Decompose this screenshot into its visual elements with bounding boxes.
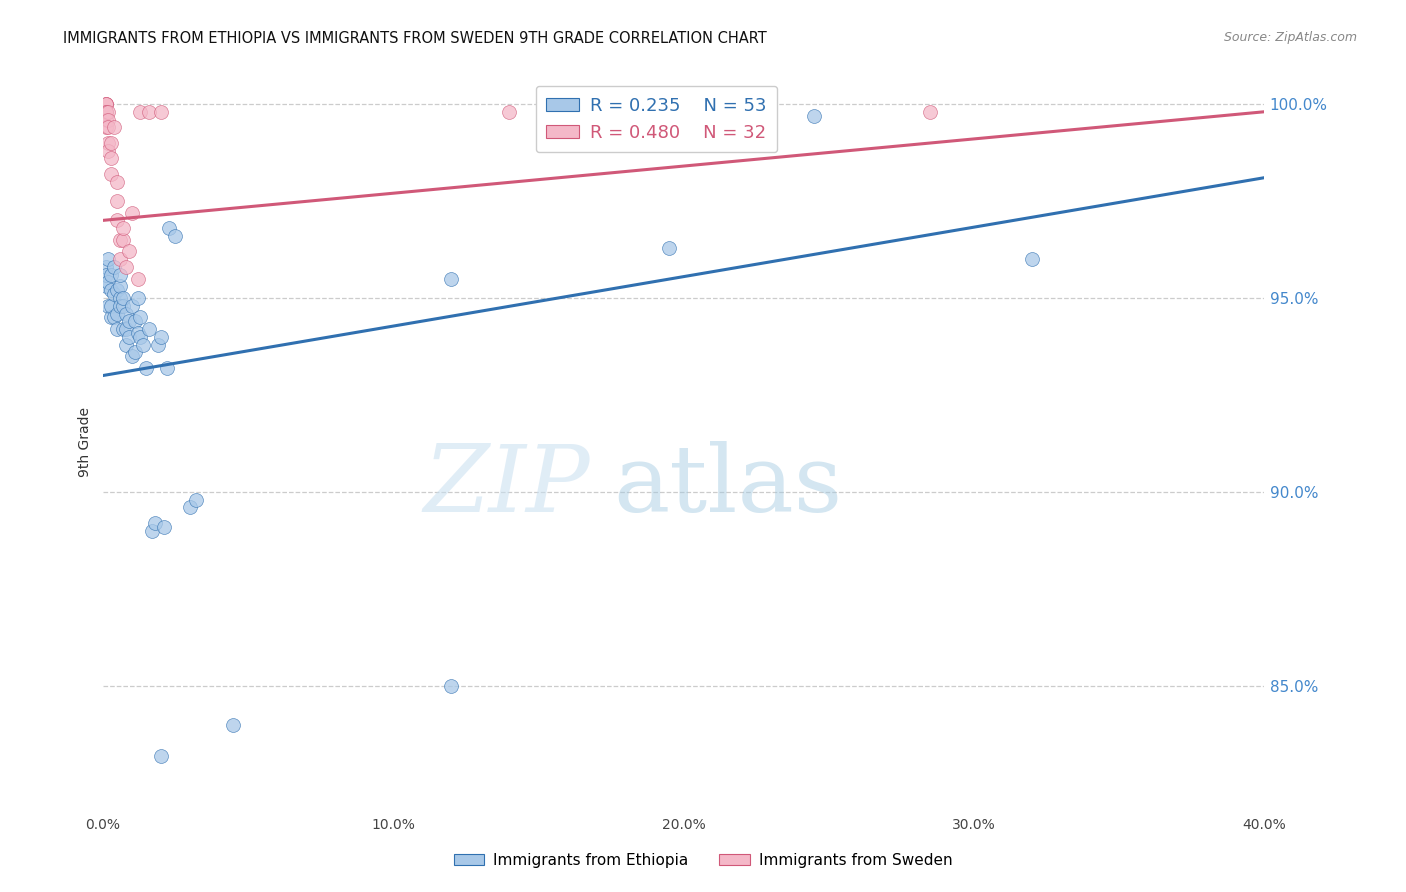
Point (100, 167, 122, 181)
Point (100, 310, 122, 325)
Point (143, 516, 166, 530)
Point (94, 97, 117, 112)
Point (105, 175, 128, 189)
Point (129, 104, 152, 119)
Point (138, 322, 160, 336)
Point (498, 104, 520, 119)
Point (94, 97, 117, 112)
Point (108, 279, 131, 293)
Point (1021, 252, 1043, 267)
Point (111, 233, 134, 247)
Point (100, 268, 122, 282)
Point (111, 221, 134, 235)
Point (165, 228, 187, 243)
Point (100, 151, 122, 165)
Point (129, 330, 152, 344)
Point (121, 299, 143, 313)
Point (121, 205, 143, 219)
Point (124, 314, 146, 328)
Point (97, 136, 120, 150)
Point (129, 310, 152, 325)
Point (97, 120, 120, 135)
Point (103, 120, 125, 135)
Point (141, 524, 163, 538)
Point (111, 291, 134, 305)
Point (658, 241, 681, 255)
Point (100, 299, 122, 313)
Point (127, 271, 149, 285)
Y-axis label: 9th Grade: 9th Grade (79, 407, 93, 476)
Point (440, 271, 463, 285)
Point (97, 276, 120, 290)
Point (94, 268, 117, 282)
Point (97, 144, 120, 158)
Point (108, 268, 131, 282)
Point (146, 337, 169, 351)
Point (108, 233, 131, 247)
Point (105, 322, 128, 336)
Point (94, 260, 117, 274)
Point (920, 104, 942, 119)
Point (149, 748, 172, 763)
Point (179, 500, 201, 515)
Point (152, 520, 174, 534)
Point (94, 120, 117, 135)
Point (127, 326, 149, 340)
Point (108, 252, 131, 267)
Point (155, 360, 177, 375)
Point (149, 330, 172, 344)
Point (115, 337, 138, 351)
Point (124, 345, 146, 359)
Point (97, 112, 120, 127)
Text: Source: ZipAtlas.com: Source: ZipAtlas.com (1223, 31, 1357, 45)
Point (118, 244, 141, 259)
Point (127, 291, 149, 305)
Point (115, 306, 138, 320)
Point (94, 112, 117, 127)
Point (118, 330, 141, 344)
Point (94, 104, 117, 119)
Point (103, 260, 125, 274)
Point (121, 349, 143, 363)
Point (159, 221, 181, 235)
Point (111, 299, 134, 313)
Point (100, 136, 122, 150)
Text: atlas: atlas (614, 441, 844, 531)
Legend: R = 0.235    N = 53, R = 0.480    N = 32: R = 0.235 N = 53, R = 0.480 N = 32 (536, 86, 778, 153)
Point (97, 299, 120, 313)
Point (108, 299, 131, 313)
Point (138, 104, 160, 119)
Point (222, 717, 245, 731)
Point (94, 104, 117, 119)
Point (803, 109, 825, 123)
Point (115, 322, 138, 336)
Point (105, 306, 128, 320)
Point (105, 283, 128, 297)
Point (100, 283, 122, 297)
Point (94, 279, 117, 293)
Point (94, 97, 117, 112)
Point (118, 314, 141, 328)
Point (97, 252, 120, 267)
Point (115, 260, 138, 274)
Point (440, 679, 463, 693)
Point (103, 287, 125, 301)
Point (105, 213, 128, 227)
Point (111, 322, 134, 336)
Point (149, 104, 172, 119)
Point (135, 360, 157, 375)
Point (132, 337, 155, 351)
Point (97, 104, 120, 119)
Text: ZIP: ZIP (423, 441, 591, 531)
Legend: Immigrants from Ethiopia, Immigrants from Sweden: Immigrants from Ethiopia, Immigrants fro… (447, 847, 959, 873)
Point (103, 310, 125, 325)
Point (108, 291, 131, 305)
Point (105, 194, 128, 208)
Text: IMMIGRANTS FROM ETHIOPIA VS IMMIGRANTS FROM SWEDEN 9TH GRADE CORRELATION CHART: IMMIGRANTS FROM ETHIOPIA VS IMMIGRANTS F… (63, 31, 768, 46)
Point (184, 492, 207, 507)
